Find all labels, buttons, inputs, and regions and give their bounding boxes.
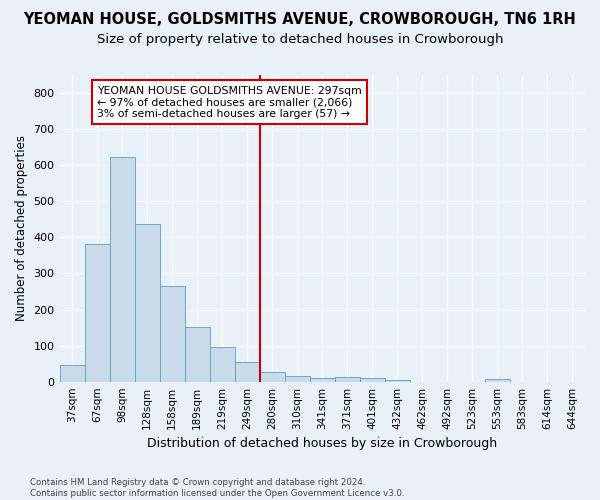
Bar — [134, 224, 160, 382]
Bar — [209, 348, 235, 382]
Y-axis label: Number of detached properties: Number of detached properties — [15, 136, 28, 322]
Text: Contains HM Land Registry data © Crown copyright and database right 2024.
Contai: Contains HM Land Registry data © Crown c… — [30, 478, 404, 498]
Text: YEOMAN HOUSE, GOLDSMITHS AVENUE, CROWBOROUGH, TN6 1RH: YEOMAN HOUSE, GOLDSMITHS AVENUE, CROWBOR… — [23, 12, 577, 28]
Bar — [185, 327, 209, 382]
Bar — [85, 244, 110, 382]
Bar — [485, 379, 510, 382]
Bar — [335, 378, 360, 382]
Bar — [260, 372, 285, 382]
Bar — [310, 378, 335, 382]
Text: Size of property relative to detached houses in Crowborough: Size of property relative to detached ho… — [97, 32, 503, 46]
Bar — [110, 158, 134, 382]
Bar — [285, 376, 310, 382]
Bar — [59, 364, 85, 382]
Bar — [360, 378, 385, 382]
Bar — [160, 286, 185, 382]
Bar — [235, 362, 260, 382]
Bar — [385, 380, 410, 382]
X-axis label: Distribution of detached houses by size in Crowborough: Distribution of detached houses by size … — [147, 437, 497, 450]
Text: YEOMAN HOUSE GOLDSMITHS AVENUE: 297sqm
← 97% of detached houses are smaller (2,0: YEOMAN HOUSE GOLDSMITHS AVENUE: 297sqm ←… — [97, 86, 362, 119]
